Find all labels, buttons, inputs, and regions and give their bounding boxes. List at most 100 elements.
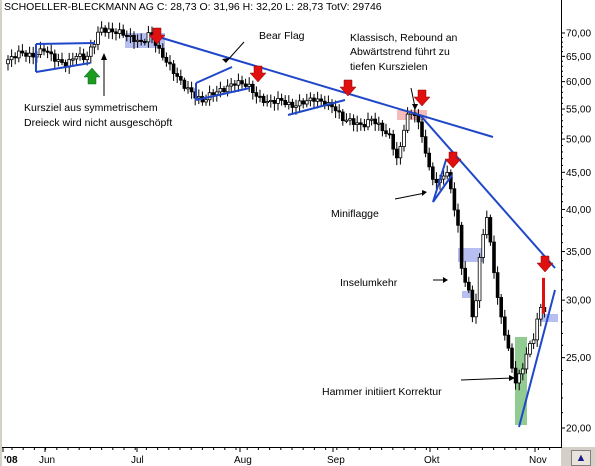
y-tick-label: 55,00 bbox=[566, 105, 591, 116]
candle-body bbox=[358, 122, 363, 125]
candle-body bbox=[45, 50, 50, 53]
candle-body bbox=[517, 373, 521, 384]
chart-annotation: Inselumkehr bbox=[340, 277, 398, 289]
candle-body bbox=[247, 83, 252, 87]
trendline bbox=[432, 159, 447, 203]
candle-body bbox=[445, 172, 449, 177]
sell-arrow-icon bbox=[339, 79, 357, 97]
candle-body bbox=[448, 172, 453, 190]
candle-body bbox=[189, 87, 194, 93]
x-tick-label: Jul bbox=[131, 455, 144, 466]
candle-body bbox=[521, 368, 525, 375]
annotation-pointer bbox=[410, 87, 416, 108]
trendline bbox=[195, 66, 233, 84]
candle-body bbox=[240, 80, 244, 85]
candle-body bbox=[384, 130, 388, 135]
candle-body bbox=[250, 83, 255, 93]
candle-body bbox=[31, 52, 35, 58]
candle-body bbox=[42, 48, 46, 52]
pointer-arrowhead bbox=[422, 190, 427, 196]
trendline bbox=[518, 289, 556, 428]
highlight-zone bbox=[458, 248, 483, 262]
candle-body bbox=[394, 148, 399, 159]
pointer-arrowhead bbox=[412, 104, 418, 110]
candle-body bbox=[348, 118, 352, 121]
candle-body bbox=[312, 97, 316, 102]
candle-body bbox=[463, 267, 467, 283]
candle-body bbox=[265, 101, 269, 104]
highlight-zone bbox=[515, 337, 527, 425]
candle-body bbox=[351, 118, 356, 125]
sell-arrow-icon bbox=[148, 27, 166, 45]
candle-body bbox=[99, 27, 104, 33]
candle-body bbox=[355, 122, 359, 125]
candle-body bbox=[456, 209, 460, 226]
candle-body bbox=[535, 318, 539, 341]
trendline bbox=[151, 34, 494, 138]
last-candle-highlight bbox=[542, 277, 545, 314]
y-tick-label: 30,00 bbox=[566, 296, 591, 307]
candle-body bbox=[92, 43, 97, 48]
candle-body bbox=[236, 80, 241, 86]
candle-body bbox=[186, 87, 190, 90]
candle-body bbox=[74, 56, 79, 60]
candle-body bbox=[232, 83, 237, 86]
candle-body bbox=[13, 56, 18, 59]
candle-body bbox=[254, 92, 259, 97]
candle-body bbox=[369, 118, 374, 121]
annotation-pointer bbox=[460, 377, 514, 381]
candle-body bbox=[430, 166, 435, 180]
candle-body bbox=[218, 88, 223, 93]
chart-annotation: Abwärtstrend führt zu bbox=[350, 46, 450, 58]
candle-body bbox=[362, 124, 367, 128]
candle-body bbox=[103, 27, 108, 33]
candle-body bbox=[420, 121, 424, 138]
candle-body bbox=[125, 34, 129, 37]
chart-annotation: Hammer initiiert Korrektur bbox=[322, 386, 442, 398]
candle-body bbox=[528, 343, 532, 355]
candle-body bbox=[16, 50, 21, 59]
chart-annotation: Klassisch, Rebound an bbox=[350, 32, 458, 44]
candle-body bbox=[499, 297, 503, 318]
candle-body bbox=[261, 95, 266, 103]
candle-body bbox=[427, 152, 431, 168]
buy-arrow-icon bbox=[83, 67, 101, 85]
candle-body bbox=[6, 59, 10, 65]
candle-body bbox=[481, 234, 485, 258]
candle-body bbox=[279, 97, 284, 101]
trendline bbox=[419, 114, 556, 269]
x-tick-label: Nov bbox=[529, 455, 547, 466]
candle-body bbox=[49, 51, 53, 55]
trendline bbox=[35, 42, 96, 45]
candle-body bbox=[474, 300, 478, 318]
pointer-arrowhead bbox=[443, 277, 448, 283]
candle-body bbox=[229, 83, 234, 87]
candle-body bbox=[484, 217, 489, 236]
candle-body bbox=[441, 175, 446, 180]
candle-body bbox=[470, 289, 475, 318]
candle-body bbox=[524, 353, 529, 370]
sell-arrow-icon bbox=[249, 65, 267, 83]
candle-body bbox=[9, 56, 14, 61]
candle-body bbox=[452, 188, 457, 211]
y-tick-label: 60,00 bbox=[566, 77, 591, 88]
candle-body bbox=[164, 56, 169, 63]
sell-arrow-icon bbox=[536, 255, 554, 273]
annotation-pointer bbox=[225, 41, 245, 63]
y-tick-label: 35,00 bbox=[566, 247, 591, 258]
candle-body bbox=[391, 133, 395, 150]
candle-body bbox=[157, 44, 162, 49]
candle-body bbox=[71, 58, 75, 61]
candle-body bbox=[301, 100, 305, 105]
candle-body bbox=[182, 79, 187, 89]
candle-body bbox=[38, 48, 43, 55]
candle-body bbox=[315, 98, 320, 102]
chart-annotation: Miniflagge bbox=[331, 208, 379, 220]
candle-body bbox=[319, 98, 323, 102]
candle-body bbox=[85, 55, 90, 61]
candle-body bbox=[513, 367, 518, 384]
y-tick-label: 25,00 bbox=[566, 353, 591, 364]
candle-body bbox=[506, 334, 511, 349]
candle-body bbox=[366, 119, 370, 128]
